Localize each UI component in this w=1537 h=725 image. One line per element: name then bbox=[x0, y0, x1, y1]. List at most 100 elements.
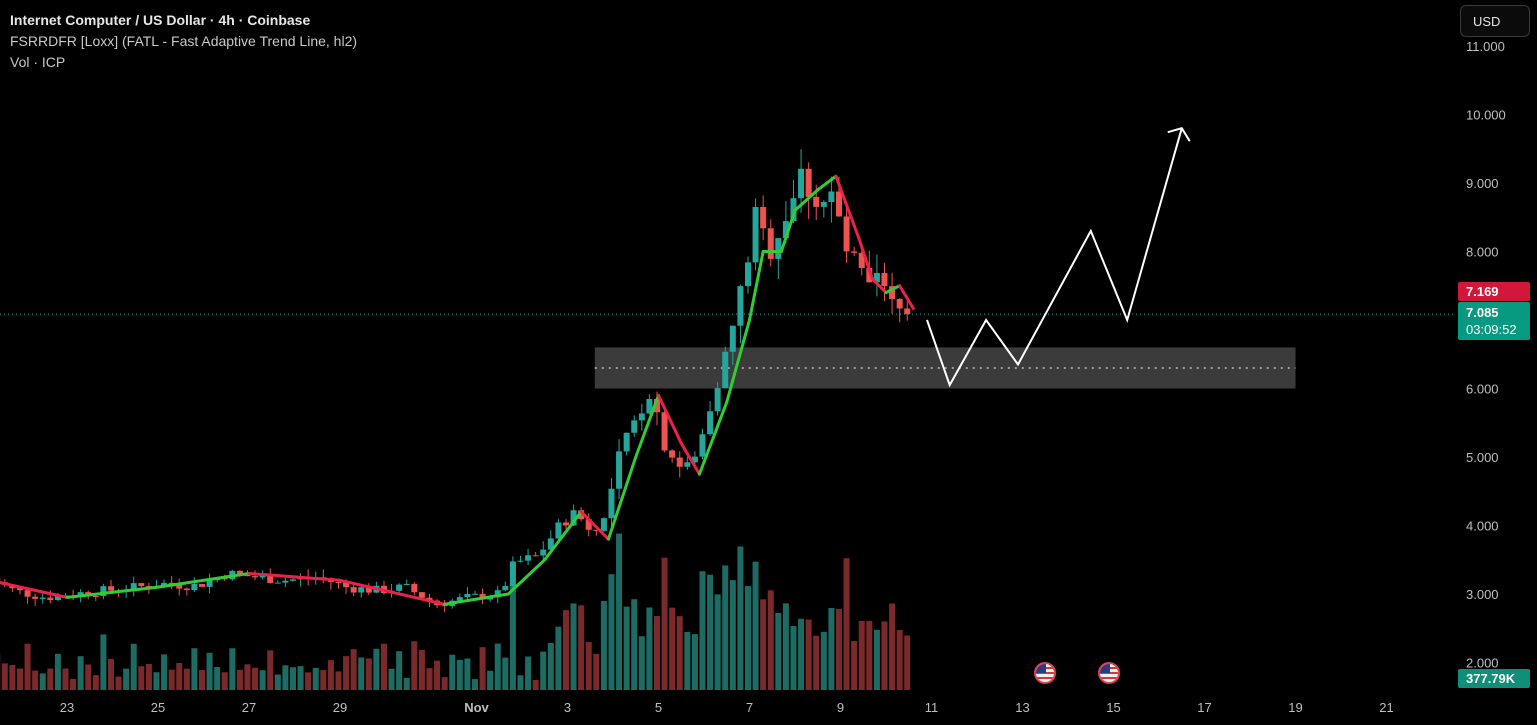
volume-bar bbox=[350, 649, 357, 690]
volume-bar bbox=[32, 670, 39, 690]
volume-bar bbox=[130, 643, 137, 690]
candle-body bbox=[593, 529, 600, 531]
fatl-segment bbox=[315, 577, 342, 582]
candle-body bbox=[631, 420, 638, 433]
candle-body bbox=[858, 252, 865, 269]
volume-bar bbox=[858, 620, 865, 690]
volume-bar bbox=[631, 599, 638, 690]
fatl-segment bbox=[65, 593, 92, 599]
fatl-segment bbox=[627, 455, 638, 480]
time-tick-label: 13 bbox=[1015, 700, 1029, 715]
candle-body bbox=[752, 206, 759, 263]
us-flag-event-icon[interactable] bbox=[1097, 662, 1120, 684]
projection-arrowhead bbox=[1167, 127, 1191, 142]
fatl-segment bbox=[908, 301, 915, 310]
volume-bar bbox=[737, 546, 744, 690]
candle-body bbox=[456, 597, 463, 601]
fatl-segment bbox=[857, 236, 864, 250]
time-tick-label: 23 bbox=[60, 700, 74, 715]
fatl-segment bbox=[606, 517, 617, 541]
candle-body bbox=[77, 592, 84, 597]
volume-bar bbox=[684, 631, 691, 690]
fatl-segment bbox=[475, 595, 494, 601]
volume-bar bbox=[813, 635, 820, 690]
us-flag-event-icon[interactable] bbox=[1034, 662, 1057, 684]
candle-body bbox=[805, 168, 812, 197]
volume-bar bbox=[578, 605, 585, 690]
time-tick-label: 29 bbox=[333, 700, 347, 715]
fatl-segment bbox=[570, 510, 583, 526]
volume-bar bbox=[464, 658, 471, 690]
volume-bar bbox=[881, 621, 888, 690]
fatl-value-tag: 7.169 bbox=[1458, 282, 1530, 301]
currency-button[interactable]: USD bbox=[1460, 5, 1530, 37]
fatl-segment bbox=[224, 571, 251, 579]
volume-bar bbox=[320, 670, 327, 690]
volume-bar bbox=[661, 557, 668, 690]
candle-body bbox=[638, 413, 645, 421]
volume-bar bbox=[168, 669, 175, 690]
volume-bar bbox=[904, 635, 911, 690]
volume-bar bbox=[707, 574, 714, 690]
volume-bar bbox=[828, 607, 835, 690]
time-axis[interactable]: 23 25 27 29 Nov 3 5 7 9 11 13 15 17 19 21 bbox=[60, 700, 1394, 715]
candle-body bbox=[206, 580, 213, 587]
fatl-segment bbox=[657, 393, 666, 409]
fatl-segment bbox=[593, 524, 604, 534]
candle-body bbox=[107, 586, 114, 591]
fatl-segment bbox=[561, 522, 574, 538]
fatl-segment bbox=[860, 246, 868, 260]
fatl-segment bbox=[270, 573, 296, 579]
volume-bar bbox=[547, 642, 554, 690]
candle-body bbox=[714, 388, 721, 412]
candle-body bbox=[851, 251, 858, 253]
candle-body bbox=[236, 570, 243, 574]
fatl-segment bbox=[390, 590, 420, 600]
volume-bar bbox=[555, 626, 562, 690]
indicator-label[interactable]: FSRRDFR [Loxx] (FATL - Fast Adaptive Tre… bbox=[10, 33, 358, 49]
candle-body bbox=[707, 411, 714, 435]
volume-bar bbox=[889, 603, 896, 690]
candle-body bbox=[881, 273, 888, 287]
fatl-segment bbox=[711, 418, 722, 440]
fatl-segment bbox=[88, 590, 114, 597]
fatl-segment bbox=[443, 600, 463, 606]
volume-bar bbox=[653, 616, 660, 690]
symbol-title[interactable]: Internet Computer / US Dollar · 4h · Coi… bbox=[10, 12, 311, 28]
candle-body bbox=[39, 597, 46, 599]
volume-bar bbox=[646, 607, 653, 690]
fatl-segment bbox=[46, 591, 69, 599]
fatl-segment bbox=[834, 174, 844, 194]
volume-bar bbox=[312, 667, 319, 690]
volume-bar bbox=[70, 678, 77, 690]
volume-bar bbox=[358, 657, 365, 690]
volume-bar bbox=[411, 641, 418, 690]
candle-body bbox=[32, 596, 39, 599]
fatl-segment bbox=[293, 575, 319, 581]
candle-body bbox=[540, 549, 547, 556]
time-tick-label: Nov bbox=[464, 700, 489, 715]
volume-bar bbox=[798, 618, 805, 690]
volume-bar bbox=[62, 668, 69, 690]
candle-body bbox=[403, 583, 410, 585]
volume-bar bbox=[532, 679, 539, 690]
fatl-segment bbox=[786, 219, 794, 233]
candlesticks bbox=[0, 149, 911, 613]
candle-body bbox=[525, 555, 532, 561]
volume-bar bbox=[866, 620, 873, 690]
fatl-segment bbox=[674, 429, 683, 445]
fatl-segment bbox=[718, 400, 729, 422]
volume-bar bbox=[820, 631, 827, 690]
volume-bar bbox=[244, 664, 251, 690]
volume-bar bbox=[198, 669, 205, 690]
volume-bar bbox=[570, 603, 577, 690]
candle-body bbox=[494, 590, 501, 598]
projection-line bbox=[926, 127, 1183, 388]
candle-body bbox=[798, 168, 805, 199]
volume-bar bbox=[138, 666, 145, 690]
price-axis[interactable]: 2.0003.0004.0005.0006.0007.0008.0009.000… bbox=[1466, 39, 1506, 671]
volume-label[interactable]: Vol · ICP bbox=[10, 54, 66, 70]
volume-bar bbox=[335, 671, 342, 690]
fatl-segment bbox=[202, 575, 228, 582]
